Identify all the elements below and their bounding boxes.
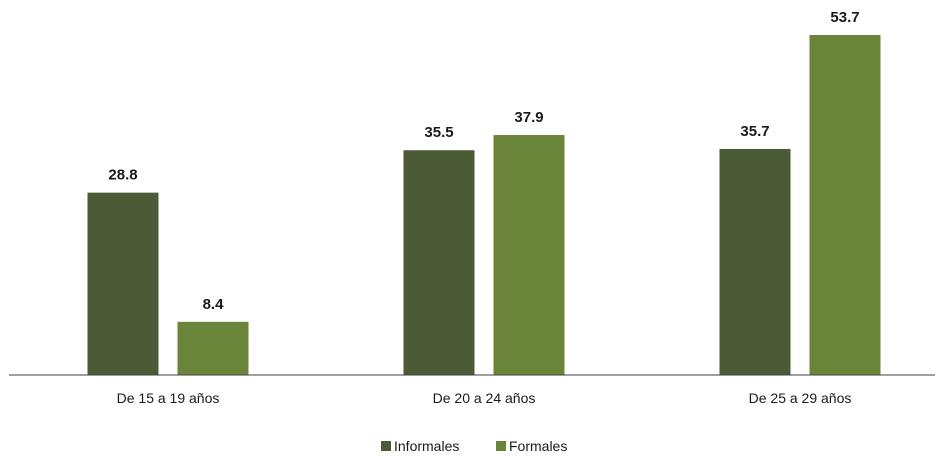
bar-informales-1 bbox=[87, 192, 159, 375]
bar-informales-3 bbox=[719, 148, 791, 375]
data-label-formales-1: 8.4 bbox=[203, 296, 225, 313]
x-tick-labels: De 15 a 19 años De 20 a 24 años De 25 a 29… bbox=[117, 390, 852, 406]
data-label-informales-2: 35.5 bbox=[424, 124, 453, 141]
data-label-informales-3: 35.7 bbox=[740, 123, 769, 140]
data-label-informales-1: 28.8 bbox=[108, 167, 137, 184]
legend-swatch-formales bbox=[496, 441, 506, 451]
x-tick-label: De 25 a 29 años bbox=[749, 390, 852, 406]
legend-label-informales: Informales bbox=[394, 438, 459, 454]
legend: Informales Formales bbox=[381, 438, 567, 454]
data-label-formales-2: 37.9 bbox=[514, 109, 543, 126]
x-tick-label: De 20 a 24 años bbox=[433, 390, 536, 406]
data-label-formales-3: 53.7 bbox=[830, 9, 859, 26]
bars-layer: 28.8 8.4 35.5 37.9 35.7 53.7 bbox=[87, 9, 881, 375]
bar-formales-1 bbox=[177, 321, 249, 375]
x-tick-label: De 15 a 19 años bbox=[117, 390, 220, 406]
bar-informales-2 bbox=[403, 150, 475, 375]
bar-formales-3 bbox=[809, 35, 881, 375]
legend-swatch-informales bbox=[381, 441, 391, 451]
legend-label-formales: Formales bbox=[509, 438, 567, 454]
bar-formales-2 bbox=[493, 135, 565, 375]
